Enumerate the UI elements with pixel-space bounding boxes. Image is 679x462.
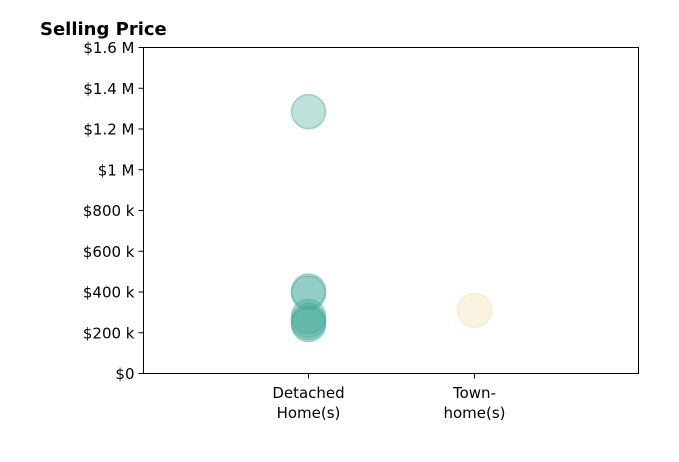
data-point [290,273,327,309]
data-point [290,275,327,311]
data-point [456,292,493,329]
x-tick-label-line1: Town- [452,384,496,402]
y-axis: $0 $200 k $400 k $600 k $800 k $1 M $1.2 M $1.4… [83,39,144,383]
data-point [290,306,327,343]
data-point [290,302,327,338]
data-point [290,304,327,341]
y-tick-label: $600 k [83,243,135,261]
y-tick-label: $0 [115,365,134,383]
x-tick-label-line1: Detached [272,384,344,402]
y-tick-label: $1 M [98,161,135,179]
y-tick-label: $1.2 M [83,121,134,139]
y-tick-label: $800 k [83,202,135,220]
plot-frame [143,47,639,374]
data-point [290,93,327,130]
y-tick-label: $400 k [83,284,135,302]
y-tick-label: $1.6 M [83,39,134,57]
x-tick-label-line2: home(s) [443,404,505,422]
x-tick-label-line2: Home(s) [277,404,341,422]
x-axis: Detached Home(s) Town-home(s) [272,373,506,422]
chart-title: Selling Price [40,19,167,40]
y-tick-label: $1.4 M [83,80,134,98]
y-tick-label: $200 k [83,324,135,342]
data-point [290,298,327,335]
data-points [290,93,493,343]
